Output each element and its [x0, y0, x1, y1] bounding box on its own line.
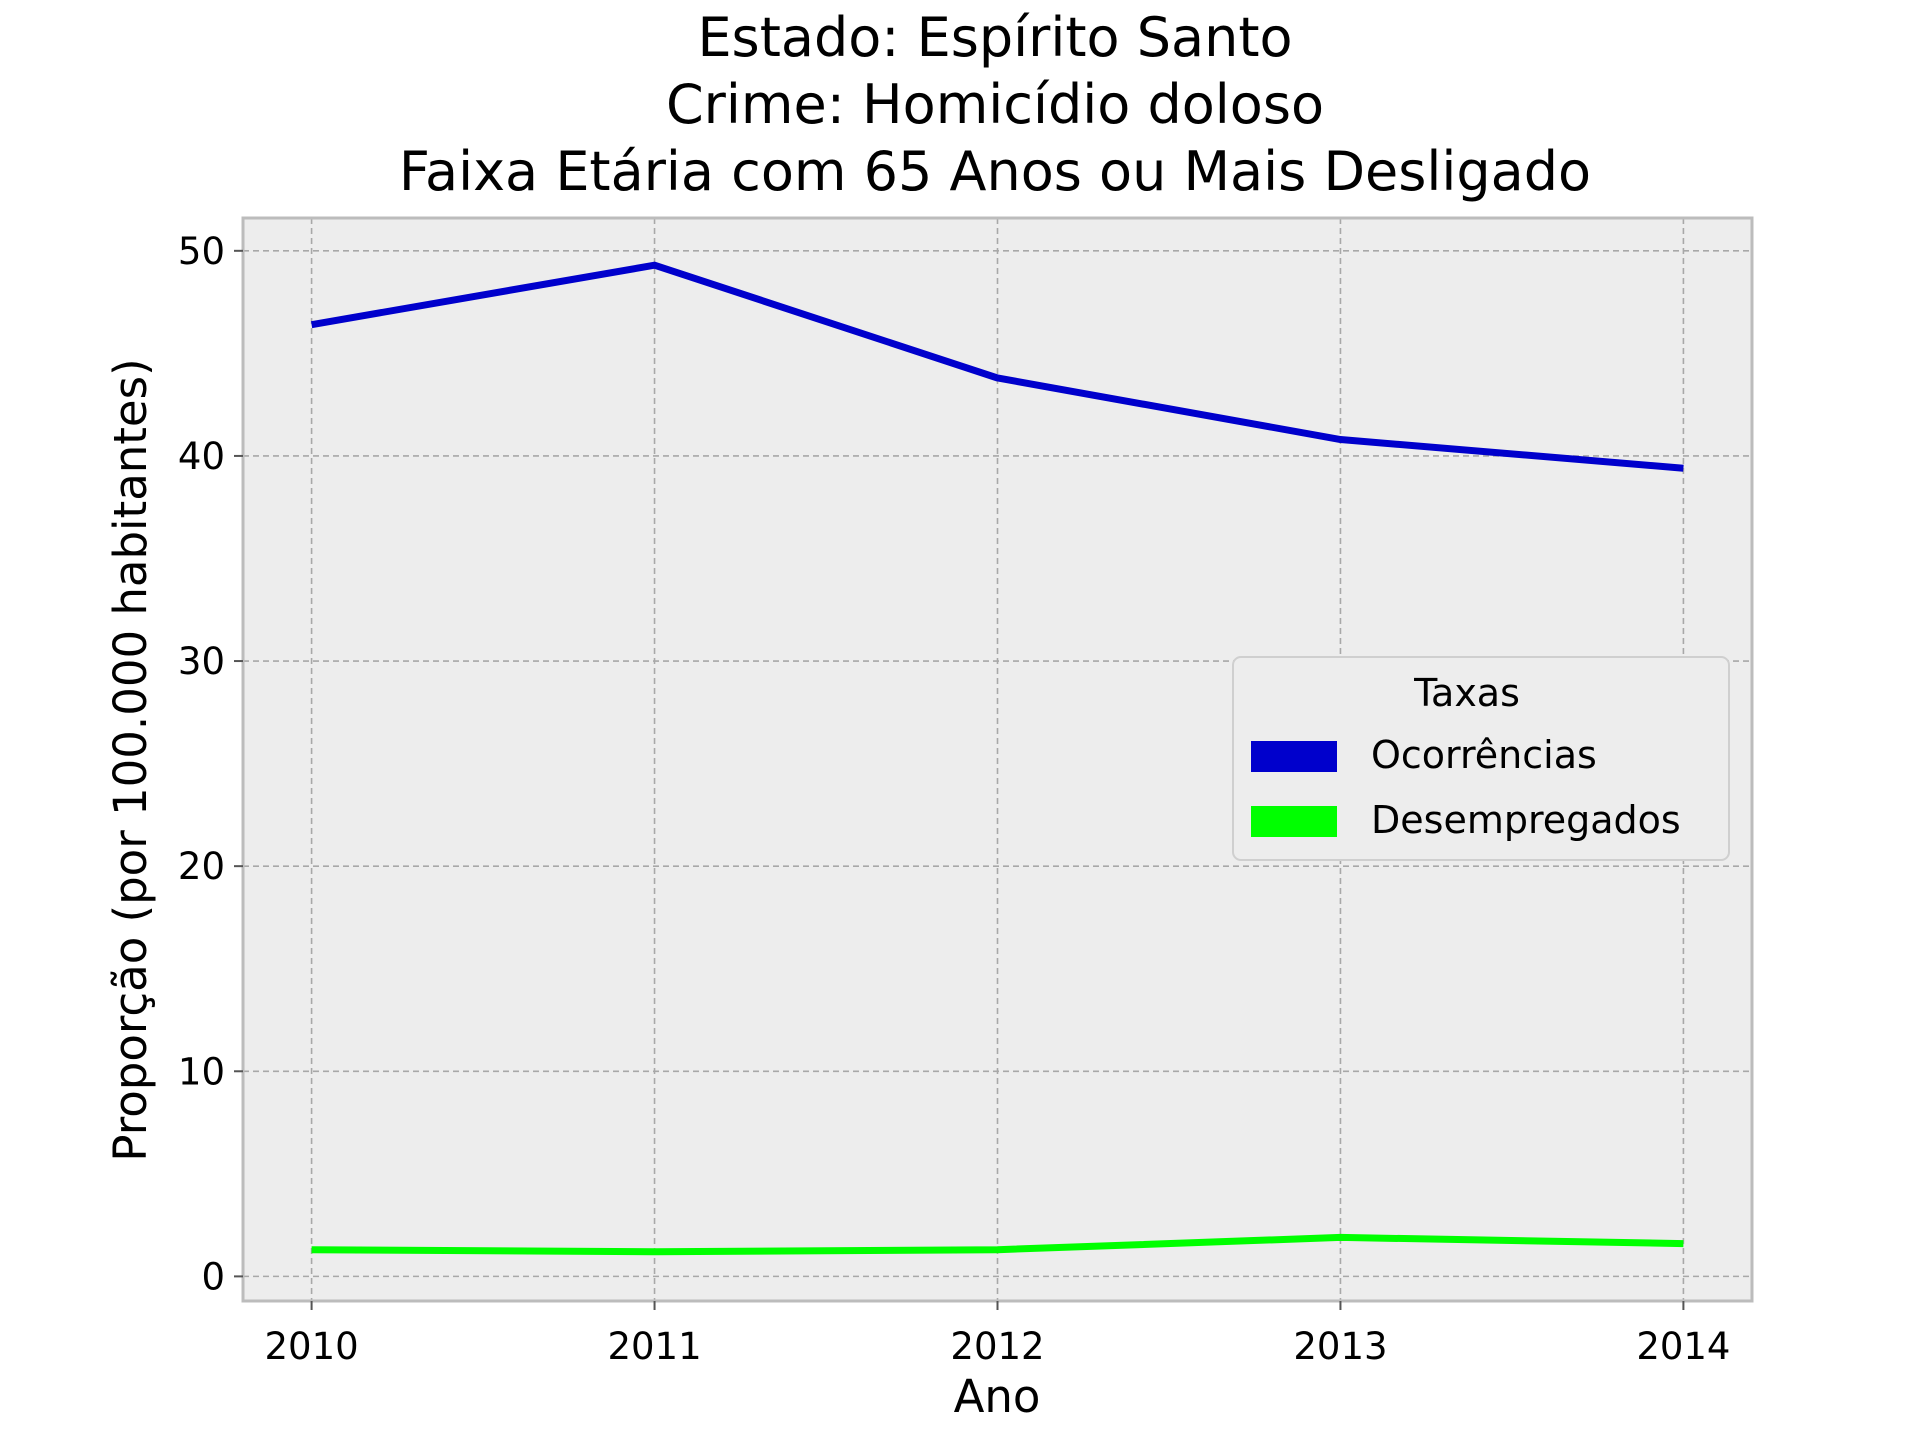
- chart-title: Estado: Espírito Santo Crime: Homicídio …: [399, 6, 1591, 203]
- y-tick-label-10: 10: [178, 1050, 225, 1093]
- legend-box: [1232, 656, 1730, 861]
- x-tick-label-2012: 2012: [950, 1325, 1044, 1368]
- x-tick-label-2013: 2013: [1293, 1325, 1387, 1368]
- y-axis-ticks: 0 10 20 30 40 50: [178, 230, 243, 1298]
- series-line-desempregados: [311, 1233, 1684, 1256]
- y-tick-label-50: 50: [178, 230, 225, 273]
- series-line-ocorrencias: [310, 261, 1684, 472]
- series-lines: [310, 261, 1684, 1256]
- x-axis-label: Ano: [954, 1370, 1041, 1423]
- y-axis-label: Proporção (por 100.000 habitantes): [104, 358, 157, 1161]
- x-axis-ticks: 2010 2011 2012 2013 2014: [265, 1301, 1730, 1368]
- legend-swatch-ocorrencias: [1251, 741, 1337, 772]
- legend-label-ocorrencias: Ocorrências: [1371, 733, 1597, 777]
- x-tick-label-2011: 2011: [607, 1325, 701, 1368]
- title-line-3: Faixa Etária com 65 Anos ou Mais Desliga…: [399, 140, 1591, 203]
- grid-lines: [243, 218, 1752, 1301]
- legend-title: Taxas: [1413, 671, 1520, 715]
- y-tick-label-30: 30: [178, 640, 225, 683]
- x-tick-label-2014: 2014: [1636, 1325, 1730, 1368]
- legend: Taxas Ocorrências Desempregados: [1232, 656, 1730, 861]
- title-line-2: Crime: Homicídio doloso: [666, 73, 1324, 136]
- y-tick-label-20: 20: [178, 845, 225, 888]
- legend-label-desempregados: Desempregados: [1371, 798, 1681, 842]
- legend-swatch-desempregados: [1251, 806, 1337, 837]
- title-line-1: Estado: Espírito Santo: [697, 6, 1292, 69]
- y-tick-label-40: 40: [178, 435, 225, 478]
- x-tick-label-2010: 2010: [265, 1325, 359, 1368]
- y-tick-label-0: 0: [201, 1255, 225, 1298]
